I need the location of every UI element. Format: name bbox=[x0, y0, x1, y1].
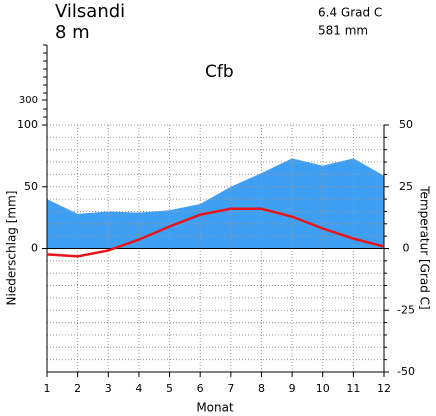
x-tick-label: 5 bbox=[166, 382, 173, 395]
x-tick-label: 7 bbox=[227, 382, 234, 395]
x-tick-label: 6 bbox=[197, 382, 204, 395]
annual-precip: 581 mm bbox=[318, 24, 368, 38]
y-tick-label: 100 bbox=[17, 118, 38, 131]
y-tick-label: 50 bbox=[24, 180, 38, 193]
y2-tick-label: 0 bbox=[403, 242, 410, 255]
x-tick-label: 3 bbox=[105, 382, 112, 395]
x-tick-label: 12 bbox=[377, 382, 391, 395]
x-tick-label: 9 bbox=[289, 382, 296, 395]
climate-class: Cfb bbox=[205, 62, 234, 82]
x-tick-label: 11 bbox=[346, 382, 360, 395]
x-tick-label: 1 bbox=[44, 382, 51, 395]
upper-minor-ticks bbox=[43, 44, 47, 118]
mean-temp: 6.4 Grad C bbox=[318, 6, 382, 20]
y2-axis-label: Temperatur [Grad C] bbox=[418, 185, 432, 309]
x-axis-label: Monat bbox=[196, 401, 234, 415]
elevation: 8 m bbox=[55, 22, 90, 43]
x-tick-label: 8 bbox=[258, 382, 265, 395]
x-tick-label: 10 bbox=[316, 382, 330, 395]
chart-title: Vilsandi bbox=[55, 1, 125, 22]
y-tick-label: 300 bbox=[19, 95, 38, 106]
y-tick-label: 0 bbox=[31, 242, 38, 255]
x-tick-label: 4 bbox=[135, 382, 142, 395]
y2-tick-label: -50 bbox=[397, 365, 415, 378]
y2-tick-label: -25 bbox=[397, 303, 415, 316]
y-axis-label: Niederschlag [mm] bbox=[5, 191, 19, 306]
x-tick-label: 2 bbox=[74, 382, 81, 395]
temperature-line bbox=[46, 207, 385, 258]
y2-tick-label: 25 bbox=[399, 180, 413, 193]
precipitation-area bbox=[47, 158, 384, 249]
y2-tick-label: 50 bbox=[399, 118, 413, 131]
